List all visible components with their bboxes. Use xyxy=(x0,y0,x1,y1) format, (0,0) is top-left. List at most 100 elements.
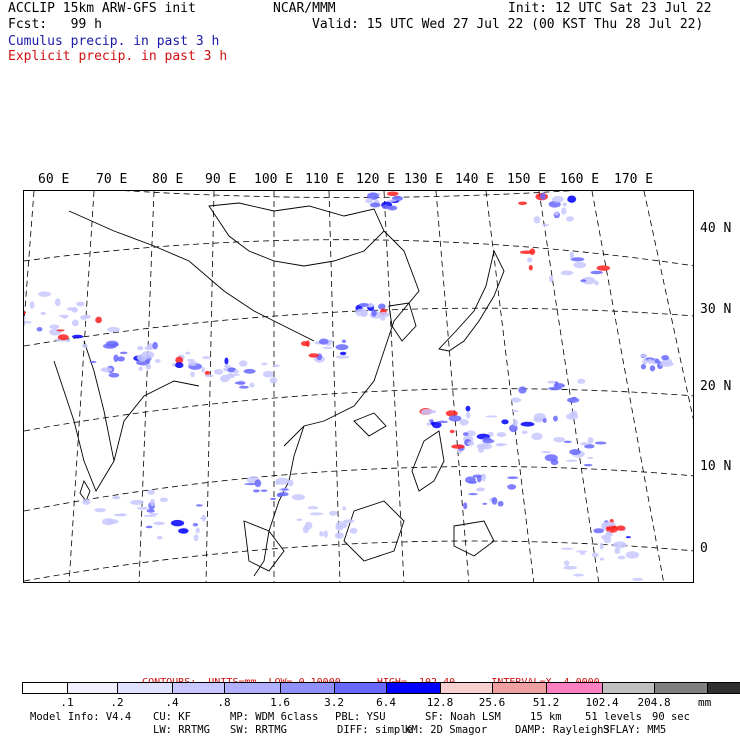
precip-cell xyxy=(277,492,289,497)
precip-cell xyxy=(426,422,432,426)
precip-cell xyxy=(81,343,88,348)
precip-cell xyxy=(569,251,575,259)
precip-cell xyxy=(616,525,626,531)
precip-cell xyxy=(29,301,35,309)
precip-cell xyxy=(445,410,458,417)
precip-cell xyxy=(112,495,121,500)
colorbar-units: mm xyxy=(698,696,712,709)
precip-cell xyxy=(565,413,579,420)
precip-cell xyxy=(281,488,288,491)
precip-cell xyxy=(382,204,389,210)
precip-cell xyxy=(594,280,599,286)
precip-cell xyxy=(569,449,581,455)
lat-label: 20 N xyxy=(700,379,732,394)
precip-cell xyxy=(654,358,660,364)
lon-label: 160 E xyxy=(560,172,600,187)
precip-cell xyxy=(437,420,448,424)
sri-lanka xyxy=(79,479,91,502)
footer-item: 51 levels xyxy=(585,711,642,723)
precip-cell xyxy=(547,380,558,384)
precip-cell xyxy=(586,456,594,459)
precip-cell xyxy=(190,371,195,378)
precip-cell xyxy=(518,386,527,394)
valid-time: Valid: 15 UTC Wed 27 Jul 22 (00 KST Thu … xyxy=(312,17,704,32)
precip-cell xyxy=(448,415,462,422)
precip-cell xyxy=(369,202,381,208)
precip-cell xyxy=(71,319,79,327)
colorbar-swatch xyxy=(493,683,547,693)
footer-item: DAMP: Rayleigh3 xyxy=(515,724,610,736)
precip-cell xyxy=(580,279,587,283)
precip-cell xyxy=(260,489,268,492)
precip-cell xyxy=(195,527,200,534)
organization-label: NCAR/MMM xyxy=(273,1,336,16)
precip-cell xyxy=(334,532,344,539)
precip-cell xyxy=(137,345,144,351)
precip-cell xyxy=(195,504,203,507)
precip-cell xyxy=(82,498,91,505)
precip-cell xyxy=(577,378,586,384)
sumatra-north xyxy=(243,520,285,572)
colorbar-swatch xyxy=(655,683,708,693)
precip-cell xyxy=(107,326,120,333)
precip-cell xyxy=(554,381,559,387)
precip-cell xyxy=(573,573,585,577)
precip-cell xyxy=(187,360,198,366)
colorbar-tick: 6.4 xyxy=(376,696,396,709)
precip-cell xyxy=(147,489,155,495)
precip-cell xyxy=(573,261,587,269)
footer-item: DIFF: simple xyxy=(337,724,413,736)
precip-cell xyxy=(640,354,648,358)
mongolia-border xyxy=(208,202,385,267)
precip-cell xyxy=(553,436,566,443)
precip-cell xyxy=(429,419,434,422)
precip-cell xyxy=(465,430,476,437)
precip-cell xyxy=(138,366,144,371)
precip-cell xyxy=(550,459,559,466)
precip-cell xyxy=(482,502,488,505)
precip-cell xyxy=(329,510,338,516)
precip-cell xyxy=(601,521,616,527)
precip-cell xyxy=(64,339,71,343)
precip-cell xyxy=(358,302,369,307)
precip-cell xyxy=(76,301,85,307)
precip-cell xyxy=(587,437,594,444)
explicit-precip-legend: Explicit precip. in past 3 h xyxy=(8,49,228,64)
precip-cell xyxy=(38,291,51,297)
precip-cell xyxy=(508,424,518,433)
precip-cell xyxy=(262,370,274,378)
precip-cell xyxy=(233,369,239,374)
precip-cell xyxy=(640,363,647,370)
lon-label: 170 E xyxy=(614,172,654,187)
precip-cell xyxy=(451,444,465,449)
footer-item: PBL: YSU xyxy=(335,711,386,723)
precip-cell xyxy=(89,360,97,364)
precip-cell xyxy=(481,473,487,482)
precip-cell xyxy=(528,264,533,271)
precip-cell xyxy=(510,397,522,403)
colorbar-swatch xyxy=(387,683,441,693)
precip-cell xyxy=(224,364,231,369)
colorbar-tick: 12.8 xyxy=(426,696,454,709)
precip-cell xyxy=(554,211,559,216)
precip-cell xyxy=(136,506,149,510)
precip-cell xyxy=(430,421,435,425)
precip-cell xyxy=(563,565,578,570)
precip-cell xyxy=(570,257,585,262)
precip-cell xyxy=(270,497,277,501)
precip-cell xyxy=(583,463,593,467)
precip-cell xyxy=(529,248,536,255)
colorbar-tick: 25.6 xyxy=(478,696,506,709)
lon-label: 100 E xyxy=(254,172,294,187)
precip-cell xyxy=(378,311,390,318)
precip-cell xyxy=(335,355,350,359)
precip-cell xyxy=(431,410,437,414)
lon-label: 150 E xyxy=(507,172,547,187)
lon-label: 80 E xyxy=(152,172,184,187)
precip-cell xyxy=(614,547,621,554)
precip-cell xyxy=(296,518,303,522)
precip-cell xyxy=(318,338,329,345)
precip-cell xyxy=(40,311,46,316)
precip-cell xyxy=(291,494,305,501)
precip-cell xyxy=(113,513,128,517)
